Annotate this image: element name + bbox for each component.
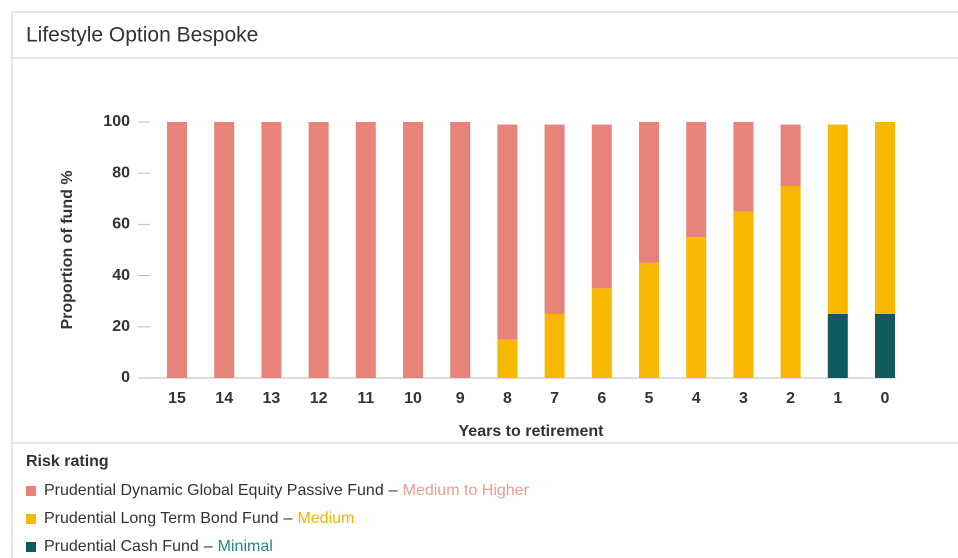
legend-separator: –	[389, 482, 398, 499]
x-tick-label: 12	[310, 390, 328, 407]
y-tick-label: 0	[121, 369, 130, 386]
x-tick-label: 3	[739, 390, 748, 407]
bar-segment	[591, 124, 612, 289]
x-tick-label: 6	[597, 390, 606, 407]
x-tick-label: 7	[550, 390, 559, 407]
legend-swatch	[26, 514, 36, 524]
legend-name: Prudential Cash Fund	[44, 538, 199, 555]
x-tick-label: 11	[357, 390, 374, 407]
legend-swatch	[26, 486, 36, 496]
panel	[11, 11, 958, 558]
bar-segment	[544, 314, 565, 378]
x-axis-label: Years to retirement	[459, 423, 605, 440]
x-tick-label: 4	[692, 390, 701, 407]
legend-label: Prudential Long Term Bond Fund – Medium	[44, 510, 354, 527]
x-tick-label: 8	[503, 390, 512, 407]
bar-segment	[827, 314, 848, 378]
y-axis-label: Proportion of fund %	[59, 170, 76, 329]
bar-segment	[780, 124, 801, 186]
bar-segment	[686, 122, 707, 238]
bar-segment	[875, 122, 895, 314]
bar-segment	[639, 262, 659, 378]
y-tick-label: 80	[112, 164, 130, 181]
chart-title: Lifestyle Option Bespoke	[26, 24, 258, 47]
x-tick-label: 13	[263, 390, 281, 407]
legend-swatch	[26, 542, 36, 552]
x-tick-label: 5	[645, 390, 654, 407]
legend-label: Prudential Dynamic Global Equity Passive…	[44, 482, 530, 499]
legend-separator: –	[204, 538, 213, 555]
bar-segment	[639, 122, 659, 263]
x-tick-label: 0	[881, 390, 890, 407]
bar-segment	[308, 122, 329, 378]
legend-risk: Minimal	[218, 538, 273, 555]
bar-segment	[780, 186, 801, 378]
legend-risk: Medium	[297, 510, 354, 527]
legend-label: Prudential Cash Fund – Minimal	[44, 538, 273, 555]
bar-segment	[403, 122, 423, 378]
bar-segment	[875, 314, 895, 378]
x-tick-label: 14	[215, 390, 233, 407]
x-tick-label: 15	[168, 390, 186, 407]
bar-segment	[450, 122, 471, 378]
bar-segment	[544, 124, 565, 314]
legend-separator: –	[284, 510, 293, 527]
bar-segment	[261, 122, 282, 378]
bar-segment	[827, 124, 848, 314]
x-tick-label: 9	[456, 390, 465, 407]
legend-title: Risk rating	[26, 453, 109, 470]
bar-segment	[355, 122, 376, 378]
bar-segment	[214, 122, 235, 378]
bar-segment	[167, 122, 187, 378]
x-tick-label: 2	[786, 390, 795, 407]
y-tick-label: 20	[112, 318, 130, 335]
legend-name: Prudential Dynamic Global Equity Passive…	[44, 482, 384, 499]
bar-segment	[497, 339, 518, 378]
y-tick-label: 40	[112, 267, 130, 284]
bar-segment	[733, 211, 754, 378]
x-tick-label: 10	[404, 390, 422, 407]
bar-segment	[733, 122, 754, 212]
x-tick-label: 1	[833, 390, 842, 407]
bar-segment	[686, 237, 707, 378]
legend-name: Prudential Long Term Bond Fund	[44, 510, 279, 527]
legend-risk: Medium to Higher	[403, 482, 530, 499]
bar-segment	[497, 124, 518, 340]
y-tick-label: 100	[103, 113, 130, 130]
y-tick-label: 60	[112, 216, 130, 233]
bar-segment	[591, 288, 612, 378]
